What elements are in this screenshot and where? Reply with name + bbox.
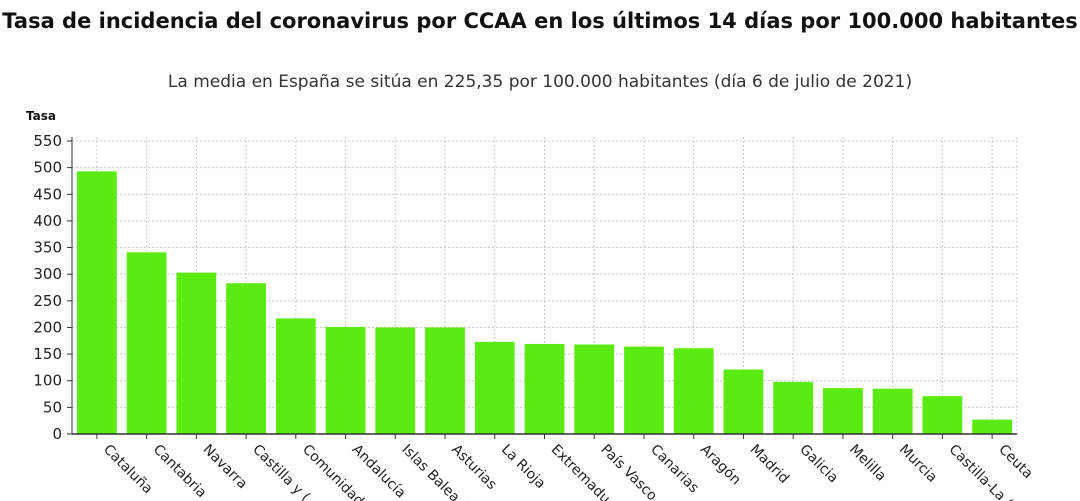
x-tick-label: Navarra (200, 442, 251, 493)
bar (673, 348, 714, 434)
y-tick-label: 450 (33, 185, 62, 203)
bar (126, 252, 167, 434)
y-tick-label: 350 (33, 239, 62, 257)
bar (176, 272, 217, 434)
bar (922, 396, 963, 434)
chart-title: Tasa de incidencia del coronavirus por C… (2, 9, 1078, 33)
bar (275, 318, 316, 434)
y-tick-label: 550 (33, 132, 62, 150)
y-tick-label: 200 (33, 318, 62, 336)
bar (624, 346, 664, 434)
y-tick-label: 100 (33, 372, 62, 390)
bar (972, 419, 1013, 434)
bars (76, 171, 1013, 434)
bar (474, 341, 515, 434)
y-tick-label: 300 (33, 265, 62, 283)
bar (425, 327, 465, 434)
bar (325, 326, 366, 434)
x-tick-label: Cataluña (100, 442, 156, 498)
x-tick-label: Murcia (896, 442, 940, 486)
x-tick-label: Melilla (846, 442, 889, 485)
axes (67, 137, 1017, 439)
bar (872, 388, 913, 434)
x-tick-label: Aragón (697, 442, 744, 489)
y-tick-label: 50 (43, 398, 62, 416)
y-axis-label: Tasa (26, 109, 56, 123)
y-tick-label: 500 (33, 159, 62, 177)
bar (226, 283, 266, 434)
bar (375, 327, 416, 434)
x-tick-label: La Rioja (498, 442, 549, 493)
chart-subtitle: La media en España se sitúa en 225,35 po… (167, 72, 913, 92)
y-tick-labels: 0 50 100 150 200 250 300 350 400 450 500 550 (33, 132, 62, 443)
bar (823, 388, 863, 434)
y-tick-label: 400 (33, 212, 62, 230)
x-tick-label: Asturias (448, 442, 499, 493)
bar (773, 381, 814, 434)
bar (723, 369, 764, 434)
y-tick-label: 150 (33, 345, 62, 363)
bar (574, 344, 615, 434)
x-tick-label: Ceuta (995, 442, 1036, 483)
y-tick-label: 0 (52, 425, 62, 443)
x-tick-label: Madrid (747, 442, 792, 487)
bar (524, 343, 565, 434)
bar (76, 171, 117, 434)
x-tick-label: Galicia (796, 442, 841, 487)
y-tick-label: 250 (33, 292, 62, 310)
